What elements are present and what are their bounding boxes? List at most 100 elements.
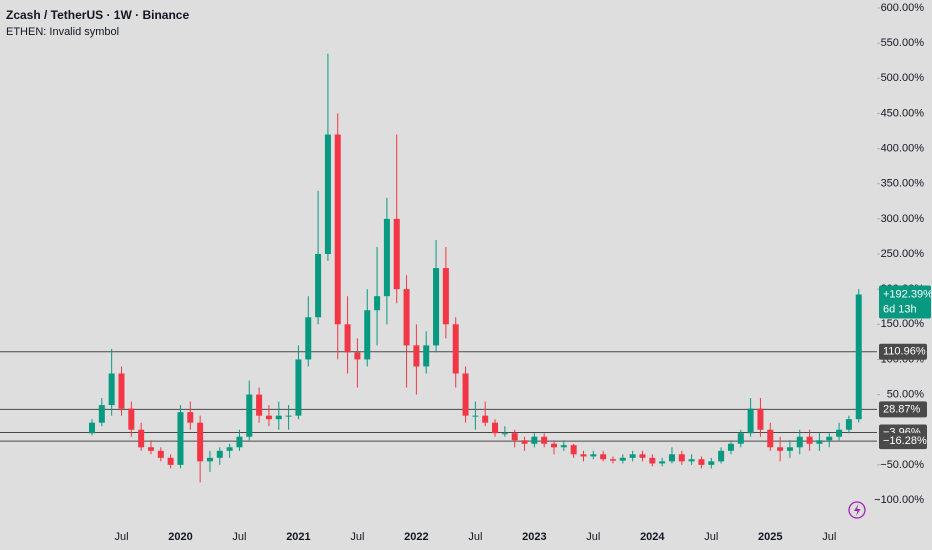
x-tick-label: Jul [232,531,246,543]
candle-body [285,415,292,417]
x-tick-label: 2022 [404,531,428,543]
candle-body [531,436,538,444]
x-tick-label: 2023 [522,531,546,543]
level-label: 28.87% [883,403,921,415]
candle-body [226,447,233,451]
candle-body [256,394,263,416]
candle-body [826,436,833,441]
candle-body [590,454,597,457]
candle-body [551,443,558,448]
candle-body [816,440,823,444]
candle-body [570,445,577,455]
candle-body [216,450,223,458]
candle-body [727,443,734,451]
candle-body [639,454,646,458]
candle-body [98,405,105,423]
x-tick-label: Jul [114,531,128,543]
candle-body [718,450,725,462]
x-tick-label: Jul [704,531,718,543]
candle-body [708,461,715,465]
candle-body [806,436,813,444]
candle-body [187,412,194,423]
candle-body [265,415,272,420]
y-tick-label: −100.00% [874,494,924,506]
candle-body [305,317,312,360]
candle-body [364,310,371,360]
level-label-box [879,433,927,450]
y-tick-label: 400.00% [881,142,925,154]
candle-body [855,294,862,420]
candle-body [324,134,331,254]
candle-body [138,429,145,448]
x-tick-label: 2024 [640,531,665,543]
candle-body [393,218,400,290]
candle-body [108,373,115,406]
candle-body [354,352,361,360]
y-tick-label: 600.00% [881,2,925,14]
candle-body [501,433,508,435]
level-label-box [879,343,927,360]
candle-body [678,454,685,462]
flash-circle[interactable] [848,501,866,519]
level-label: 110.96% [883,346,926,358]
candle-body [649,457,656,464]
candle-body [482,415,489,423]
x-tick-label: Jul [586,531,600,543]
candle-body [472,415,479,417]
x-tick-label: Jul [822,531,836,543]
candle-body [580,454,587,457]
countdown-label: 6d 13h [883,303,917,315]
candle-body [89,422,95,434]
flash-icon[interactable] [848,501,866,519]
candle-body [206,457,213,462]
x-tick-label: 2020 [168,531,192,543]
y-tick-label: 500.00% [881,72,925,84]
candle-body [167,457,174,465]
y-tick-label: 150.00% [881,318,925,330]
candle-body [767,429,774,448]
candle-body [197,422,204,462]
candle-body [629,454,636,458]
candle-body [747,408,754,434]
x-tick-label: Jul [350,531,364,543]
candle-body [374,296,381,311]
candle-body [492,422,499,434]
last-price-box [879,285,931,319]
y-tick-label: 550.00% [881,37,925,49]
y-tick-label: 300.00% [881,213,925,225]
candle-body [442,268,449,325]
candle-body [836,429,843,437]
y-tick-label: 50.00% [887,388,925,400]
candle-body [177,412,184,465]
candle-body [315,254,322,318]
candle-body [433,268,440,346]
candle-body [147,447,154,451]
x-tick-label: 2025 [758,531,782,543]
candle-body [786,447,793,451]
candle-body [777,447,784,451]
flash-bolt[interactable] [854,504,861,516]
level-label-box [879,401,927,418]
chart-subtitle: ETHEN: Invalid symbol [6,26,119,38]
last-price-label: +192.39% [883,288,932,300]
candle-body [737,433,744,444]
candle-body [659,461,666,464]
candle-body [619,457,626,461]
candle-body [511,433,518,441]
candle-body [128,408,135,430]
candle-body [403,289,410,346]
x-tick-label: Jul [468,531,482,543]
candle-body [668,454,675,462]
y-tick-label: −50.00% [880,459,924,471]
candle-body [157,450,164,458]
y-tick-label: 450.00% [881,107,925,119]
candle-body [118,373,125,409]
candle-body [452,324,459,374]
candle-body [541,436,548,444]
candle-body [560,445,567,448]
candle-body [796,436,803,448]
candle-body [688,459,695,462]
candle-body [246,394,253,437]
